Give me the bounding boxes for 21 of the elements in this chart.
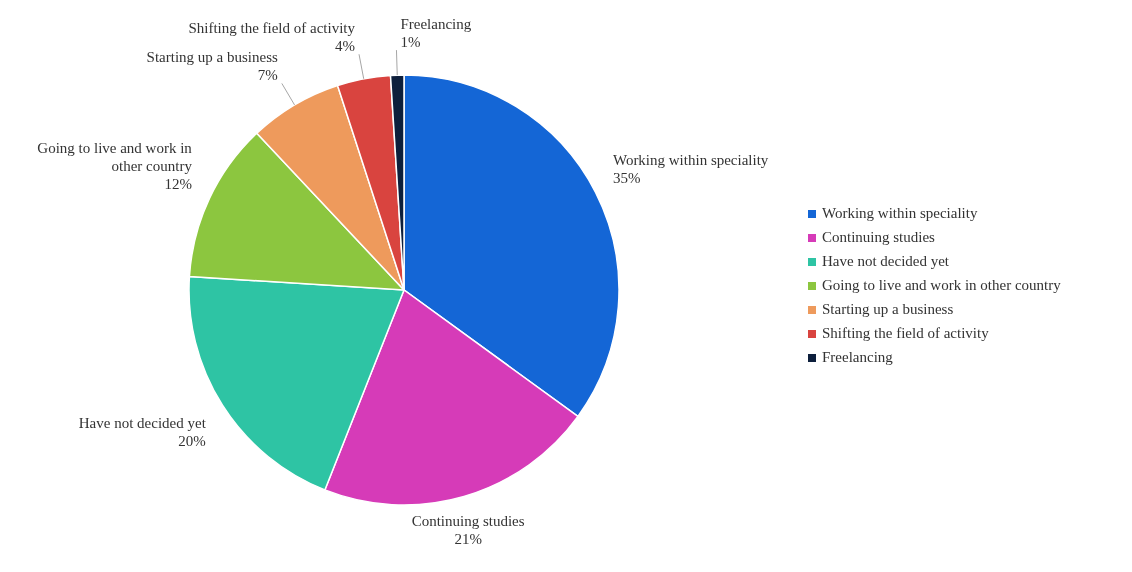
legend-label: Shifting the field of activity [822,325,990,341]
legend-label: Working within speciality [822,205,978,221]
slice-label: Have not decided yet [78,415,207,432]
data-label: 21% [454,530,482,547]
data-label: 1% [400,34,421,51]
slice-label: Going to live and work in other country [37,140,193,175]
legend-label: Going to live and work in other country [822,277,1062,293]
slice-label: Continuing studies [411,512,525,529]
legend-label: Continuing studies [822,229,936,245]
legend-label: Starting up a business [822,301,954,317]
legend-label: Freelancing [822,349,894,365]
data-label: 35% [612,169,641,186]
data-label: 20% [178,433,206,450]
slice-label: Freelancing [400,16,472,33]
slice-label: Working within speciality [612,151,769,168]
slice-label: Starting up a business [146,49,278,66]
data-label: 12% [164,176,192,193]
legend-label: Have not decided yet [822,253,950,269]
data-label: 7% [257,67,278,84]
data-label: 4% [335,38,356,55]
slice-label: Shifting the field of activity [188,20,356,37]
